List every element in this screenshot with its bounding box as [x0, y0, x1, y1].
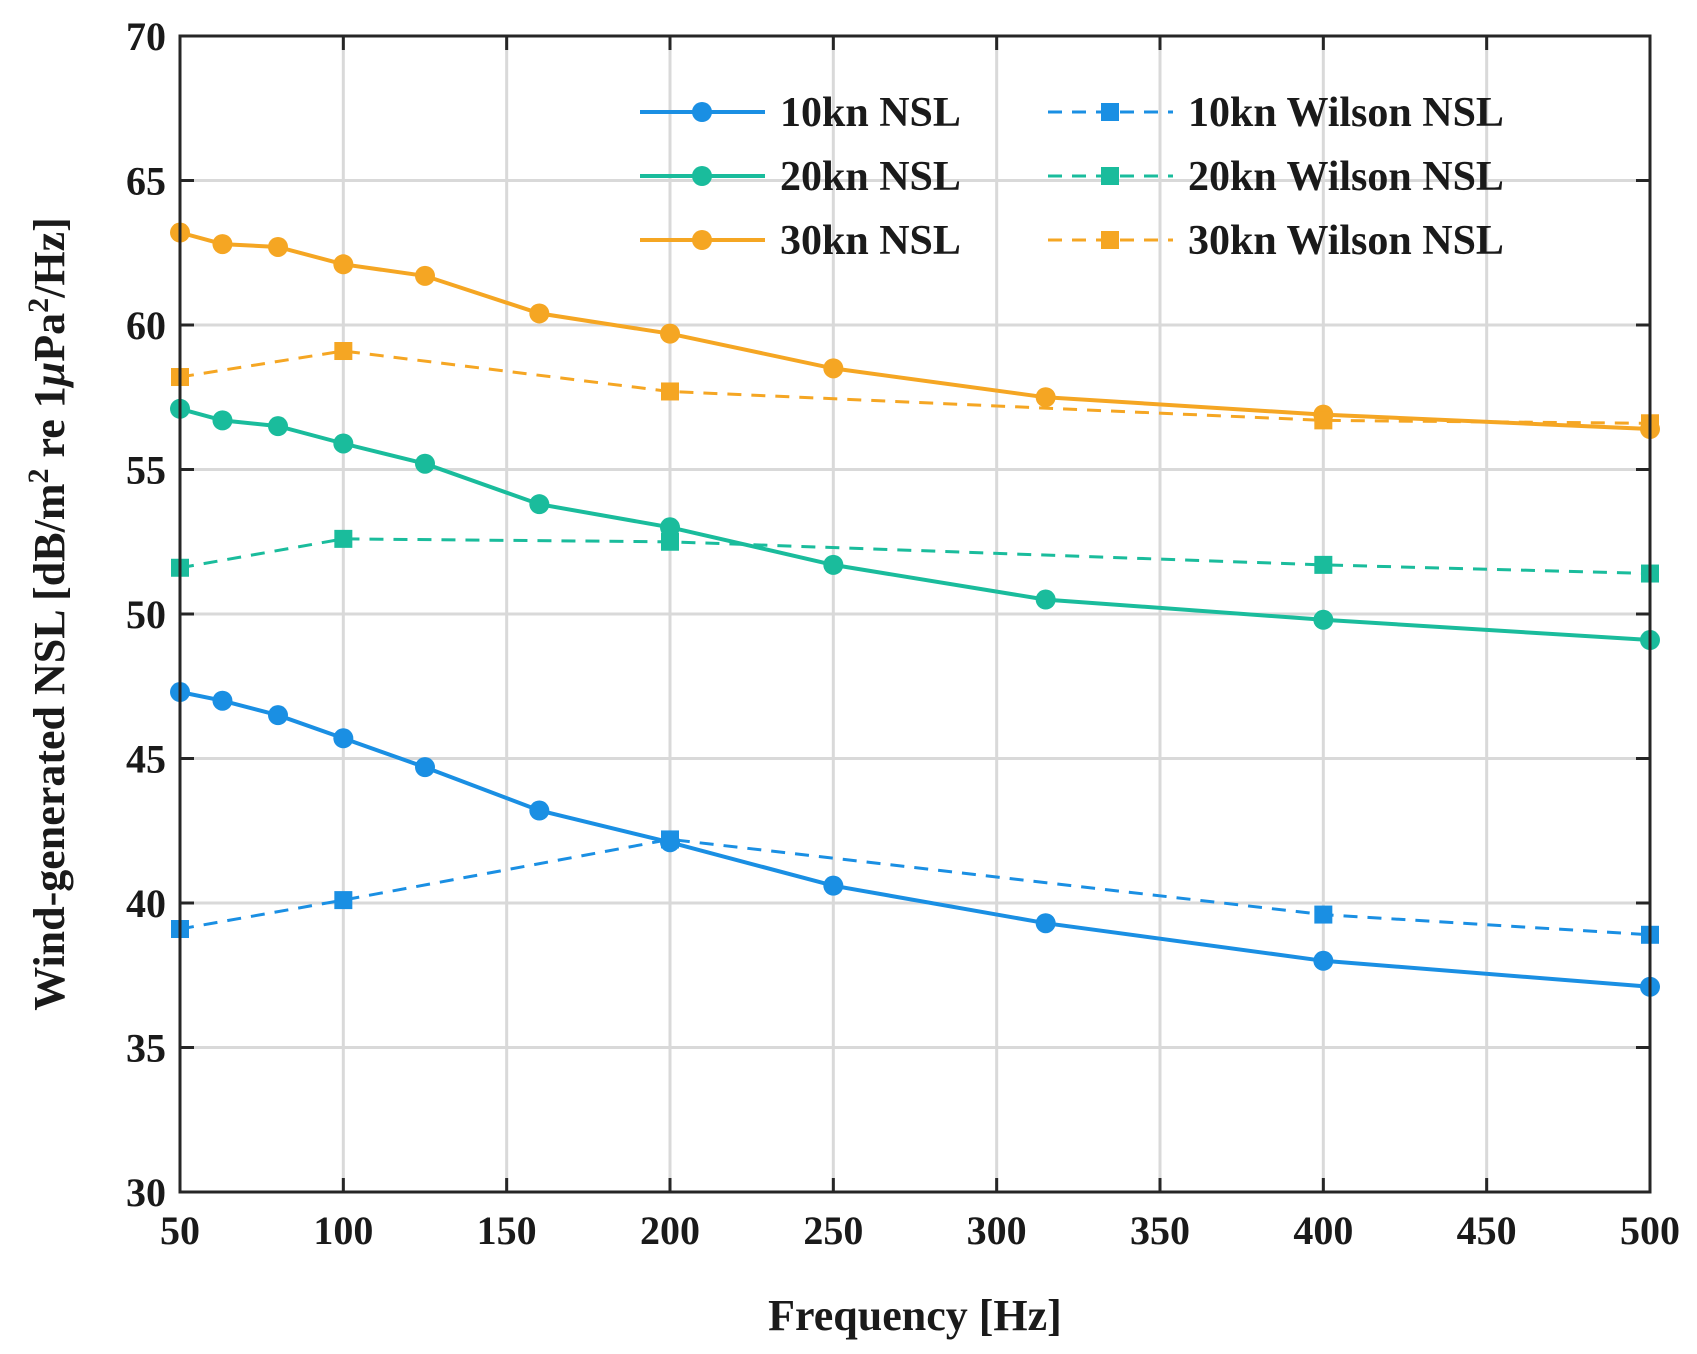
- data-point: [212, 410, 233, 431]
- legend-label: 10kn NSL: [780, 90, 961, 136]
- series-line: [179, 537, 1651, 575]
- y-axis-label-mu: μ: [25, 362, 74, 388]
- y-axis-label-mid2: Pa: [25, 313, 74, 362]
- x-tick-label: 350: [1130, 1208, 1190, 1253]
- data-point: [334, 342, 353, 361]
- grid: [178, 34, 1652, 1194]
- data-point: [1314, 411, 1333, 430]
- legend-entry: 30kn NSL: [640, 218, 961, 264]
- data-point: [333, 728, 354, 749]
- legend-label: 10kn Wilson NSL: [1188, 90, 1504, 136]
- x-axis-label: Frequency [Hz]: [768, 1291, 1062, 1340]
- y-tick-label: 40: [126, 881, 166, 926]
- data-point: [268, 236, 288, 257]
- legend-marker: [692, 230, 712, 250]
- data-point: [823, 875, 844, 896]
- data-point: [415, 757, 435, 778]
- data-point: [661, 382, 679, 401]
- x-tick-label: 200: [640, 1208, 700, 1253]
- y-tick-label: 60: [126, 303, 166, 348]
- y-axis-label-sup1: 2: [22, 469, 55, 484]
- y-axis-label-suffix: /Hz]: [25, 217, 74, 299]
- data-point: [529, 494, 550, 515]
- legend: 10kn NSL 20kn NSL 30kn NSL 10kn Wilson NSL 2…: [640, 90, 1504, 264]
- legend-label: 30kn NSL: [780, 218, 961, 264]
- ticks: 50 100 150 200 250 300 350 400 450 500 30 35 40 45 50 5…: [126, 14, 1680, 1253]
- y-tick-label: 70: [126, 14, 166, 59]
- legend-label: 20kn Wilson NSL: [1188, 154, 1504, 200]
- y-axis-label: Wind-generated NSL [dB/m2 re 1μPa2/Hz]: [22, 217, 75, 1011]
- legend-label: 20kn NSL: [780, 154, 961, 200]
- y-axis-label-prefix: Wind-generated NSL [dB/m: [25, 484, 74, 1011]
- x-tick-label: 50: [160, 1208, 200, 1253]
- data-point: [823, 554, 844, 575]
- data-point: [334, 891, 353, 910]
- x-tick-label: 100: [313, 1208, 373, 1253]
- data-point: [823, 358, 844, 379]
- legend-marker: [1101, 103, 1119, 121]
- data-point: [268, 416, 288, 437]
- data-point: [529, 303, 550, 324]
- data-point: [661, 532, 679, 551]
- y-tick-label: 35: [126, 1026, 166, 1071]
- data-point: [268, 705, 288, 726]
- data-point: [415, 453, 435, 474]
- x-tick-label: 400: [1293, 1208, 1353, 1253]
- data-point: [212, 234, 233, 255]
- x-tick-label: 250: [803, 1208, 863, 1253]
- series-line: [179, 837, 1651, 937]
- y-axis-label-mid: re 1: [25, 386, 74, 468]
- series-10kn-wilson-nsl: [171, 830, 1659, 944]
- data-point: [212, 690, 233, 711]
- data-point: [1313, 950, 1334, 971]
- legend-entry: 20kn NSL: [640, 154, 961, 200]
- y-tick-label: 45: [126, 737, 166, 782]
- series-layer: [170, 222, 1660, 997]
- y-tick-label: 30: [126, 1170, 166, 1215]
- legend-entry: 10kn NSL: [640, 90, 961, 136]
- data-point: [1035, 589, 1056, 610]
- series-line: [179, 349, 1651, 425]
- series-30kn-wilson-nsl: [171, 342, 1659, 433]
- legend-marker: [692, 102, 712, 122]
- data-point: [661, 830, 679, 849]
- legend-marker: [692, 166, 712, 186]
- x-tick-label: 500: [1620, 1208, 1680, 1253]
- data-point: [529, 800, 550, 821]
- data-point: [333, 254, 354, 275]
- legend-marker: [1101, 167, 1119, 185]
- y-tick-label: 55: [126, 448, 166, 493]
- legend-marker: [1101, 231, 1119, 249]
- series-line: [179, 406, 1651, 642]
- x-tick-label: 450: [1457, 1208, 1517, 1253]
- data-point: [1313, 609, 1334, 630]
- data-point: [334, 529, 353, 548]
- series-10kn-nsl: [170, 682, 1660, 997]
- data-point: [1314, 905, 1333, 924]
- y-tick-label: 50: [126, 592, 166, 637]
- y-axis-label-sup2: 2: [22, 298, 55, 313]
- data-point: [660, 323, 680, 344]
- data-point: [1035, 913, 1056, 934]
- x-tick-label: 150: [477, 1208, 537, 1253]
- legend-entry: 30kn Wilson NSL: [1048, 218, 1504, 264]
- x-tick-label: 300: [967, 1208, 1027, 1253]
- y-tick-label: 65: [126, 159, 166, 204]
- series-line: [179, 690, 1651, 989]
- legend-entry: 20kn Wilson NSL: [1048, 154, 1504, 200]
- data-point: [660, 517, 680, 538]
- series-20kn-wilson-nsl: [171, 529, 1659, 583]
- data-point: [1314, 555, 1333, 574]
- series-20kn-nsl: [170, 398, 1660, 651]
- data-point: [333, 433, 354, 454]
- legend-entry: 10kn Wilson NSL: [1048, 90, 1504, 136]
- data-point: [415, 265, 435, 286]
- legend-label: 30kn Wilson NSL: [1188, 218, 1504, 264]
- data-point: [1035, 387, 1056, 408]
